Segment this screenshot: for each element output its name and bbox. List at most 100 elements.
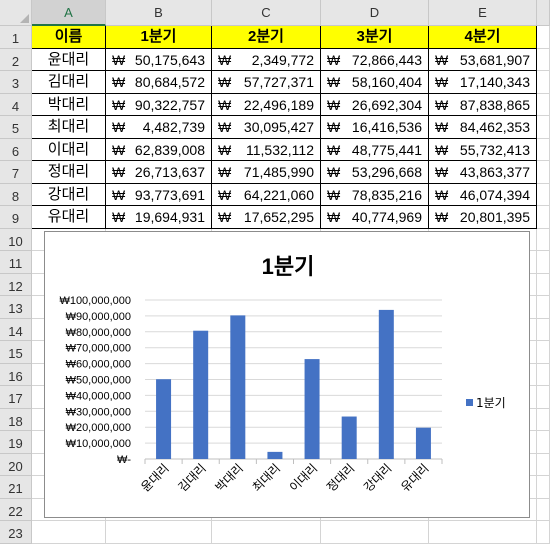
row-header-3[interactable]: 3	[0, 71, 32, 94]
row-header-1[interactable]: 1	[0, 26, 32, 49]
name-cell[interactable]: 박대리	[32, 93, 106, 116]
row-header-6[interactable]: 6	[0, 138, 32, 161]
amount-cell[interactable]: ₩55,732,413	[429, 138, 537, 161]
row-header-19[interactable]: 19	[0, 431, 32, 454]
empty-cell[interactable]	[537, 386, 550, 409]
amount-cell[interactable]: ₩93,773,691	[106, 183, 212, 206]
amount-cell[interactable]: ₩40,774,969	[321, 206, 429, 229]
amount-cell[interactable]: ₩26,713,637	[106, 161, 212, 184]
row-header-22[interactable]: 22	[0, 498, 32, 521]
amount-cell[interactable]: ₩64,221,060	[212, 183, 321, 206]
row-header-16[interactable]: 16	[0, 363, 32, 386]
row-header-8[interactable]: 8	[0, 183, 32, 206]
amount-cell[interactable]: ₩48,775,441	[321, 138, 429, 161]
amount-cell[interactable]: ₩50,175,643	[106, 48, 212, 71]
amount-cell[interactable]: ₩53,296,668	[321, 161, 429, 184]
empty-cell[interactable]	[537, 161, 550, 184]
amount-cell[interactable]: ₩53,681,907	[429, 48, 537, 71]
row-header-17[interactable]: 17	[0, 386, 32, 409]
column-header-b[interactable]: B	[106, 0, 212, 26]
empty-cell[interactable]	[537, 138, 550, 161]
amount-cell[interactable]: ₩43,863,377	[429, 161, 537, 184]
empty-cell[interactable]	[537, 453, 550, 476]
amount-cell[interactable]: ₩20,801,395	[429, 206, 537, 229]
amount-cell[interactable]: ₩22,496,189	[212, 93, 321, 116]
empty-cell[interactable]	[537, 341, 550, 364]
name-cell[interactable]: 김대리	[32, 71, 106, 94]
header-cell-4[interactable]: 3분기	[321, 26, 429, 49]
name-cell[interactable]: 정대리	[32, 161, 106, 184]
empty-cell[interactable]	[106, 521, 212, 544]
name-cell[interactable]: 윤대리	[32, 48, 106, 71]
empty-cell[interactable]	[537, 363, 550, 386]
empty-cell[interactable]	[32, 521, 106, 544]
row-header-11[interactable]: 11	[0, 251, 32, 274]
amount-cell[interactable]: ₩17,652,295	[212, 206, 321, 229]
amount-cell[interactable]: ₩19,694,931	[106, 206, 212, 229]
row-header-5[interactable]: 5	[0, 116, 32, 139]
row-header-23[interactable]: 23	[0, 521, 32, 544]
empty-cell[interactable]	[537, 476, 550, 499]
name-cell[interactable]: 최대리	[32, 116, 106, 139]
row-header-10[interactable]: 10	[0, 228, 32, 251]
row-header-2[interactable]: 2	[0, 48, 32, 71]
row-header-9[interactable]: 9	[0, 206, 32, 229]
empty-cell[interactable]	[429, 521, 537, 544]
empty-cell[interactable]	[537, 318, 550, 341]
select-all-corner[interactable]	[0, 0, 32, 26]
row-header-13[interactable]: 13	[0, 296, 32, 319]
empty-cell[interactable]	[537, 431, 550, 454]
amount-cell[interactable]: ₩30,095,427	[212, 116, 321, 139]
column-header-a[interactable]: A	[32, 0, 106, 26]
empty-cell[interactable]	[429, 498, 537, 521]
column-header-c[interactable]: C	[212, 0, 321, 26]
empty-cell[interactable]	[537, 273, 550, 296]
amount-cell[interactable]: ₩87,838,865	[429, 93, 537, 116]
name-cell[interactable]: 이대리	[32, 138, 106, 161]
empty-cell[interactable]	[537, 521, 550, 544]
row-header-14[interactable]: 14	[0, 318, 32, 341]
amount-cell[interactable]: ₩72,866,443	[321, 48, 429, 71]
row-header-7[interactable]: 7	[0, 161, 32, 184]
chart-box[interactable]: 1분기 ₩- ₩10,000,000 ₩20,000,000 ₩30,000,000 ₩4…	[44, 231, 530, 518]
empty-cell[interactable]	[537, 71, 550, 94]
empty-cell[interactable]	[537, 296, 550, 319]
amount-cell[interactable]: ₩84,462,353	[429, 116, 537, 139]
empty-cell[interactable]	[537, 116, 550, 139]
name-cell[interactable]: 강대리	[32, 183, 106, 206]
row-header-12[interactable]: 12	[0, 273, 32, 296]
amount-cell[interactable]: ₩58,160,404	[321, 71, 429, 94]
amount-cell[interactable]: ₩17,140,343	[429, 71, 537, 94]
amount-cell[interactable]: ₩62,839,008	[106, 138, 212, 161]
amount-cell[interactable]: ₩2,349,772	[212, 48, 321, 71]
empty-cell[interactable]	[537, 408, 550, 431]
empty-cell[interactable]	[537, 26, 550, 49]
amount-cell[interactable]: ₩16,416,536	[321, 116, 429, 139]
empty-cell[interactable]	[537, 228, 550, 251]
header-cell-5[interactable]: 4분기	[429, 26, 537, 49]
amount-cell[interactable]: ₩26,692,304	[321, 93, 429, 116]
amount-cell[interactable]: ₩80,684,572	[106, 71, 212, 94]
empty-cell[interactable]	[537, 93, 550, 116]
empty-cell[interactable]	[537, 183, 550, 206]
column-header-e[interactable]: E	[429, 0, 537, 26]
row-header-20[interactable]: 20	[0, 453, 32, 476]
empty-cell[interactable]	[212, 521, 321, 544]
header-cell-3[interactable]: 2분기	[212, 26, 321, 49]
empty-cell[interactable]	[537, 206, 550, 229]
header-cell-2[interactable]: 1분기	[106, 26, 212, 49]
empty-cell[interactable]	[321, 521, 429, 544]
empty-cell[interactable]	[537, 498, 550, 521]
column-header-d[interactable]: D	[321, 0, 429, 26]
amount-cell[interactable]: ₩11,532,112	[212, 138, 321, 161]
empty-cell[interactable]	[537, 251, 550, 274]
amount-cell[interactable]: ₩57,727,371	[212, 71, 321, 94]
row-header-18[interactable]: 18	[0, 408, 32, 431]
header-cell-1[interactable]: 이름	[32, 26, 106, 49]
row-header-15[interactable]: 15	[0, 341, 32, 364]
amount-cell[interactable]: ₩90,322,757	[106, 93, 212, 116]
row-header-4[interactable]: 4	[0, 93, 32, 116]
row-header-21[interactable]: 21	[0, 476, 32, 499]
empty-cell[interactable]	[537, 48, 550, 71]
amount-cell[interactable]: ₩78,835,216	[321, 183, 429, 206]
